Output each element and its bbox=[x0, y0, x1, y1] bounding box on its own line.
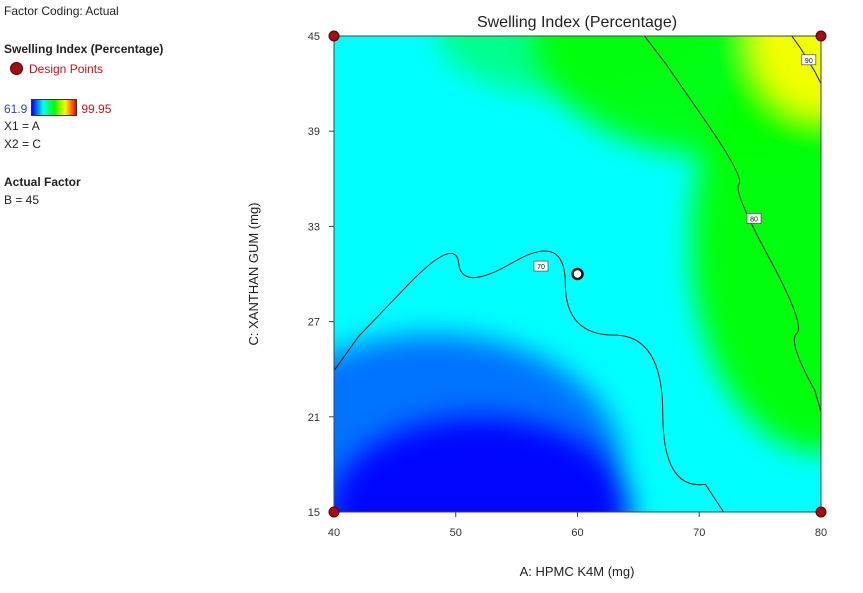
y-tick-label-21: 21 bbox=[308, 412, 320, 424]
y-tick-label-33: 33 bbox=[308, 221, 320, 233]
contour-line-90 bbox=[791, 36, 821, 84]
chart-title: Swelling Index (Percentage) bbox=[477, 14, 677, 31]
heat-low-halo bbox=[334, 334, 622, 512]
y-tick-label-27: 27 bbox=[308, 317, 320, 329]
color-scale: 61.9 99.95 bbox=[4, 99, 111, 116]
y-tick-label-39: 39 bbox=[308, 126, 320, 138]
color-scale-min: 61.9 bbox=[4, 102, 28, 116]
x-tick-label-60: 60 bbox=[571, 527, 583, 539]
contour-label-text-90: 90 bbox=[805, 58, 813, 65]
heat-high-fade bbox=[437, 36, 718, 96]
center-point bbox=[571, 267, 584, 281]
contour-label-text-80: 80 bbox=[750, 216, 758, 223]
y-axis-label: C: XANTHAN GUM (mg) bbox=[246, 203, 261, 346]
factor-coding-label: Factor Coding: Actual bbox=[4, 4, 119, 18]
y-tick-label-15: 15 bbox=[308, 507, 320, 519]
x-tick-label-50: 50 bbox=[450, 527, 462, 539]
x1-mapping: X1 = A bbox=[4, 119, 40, 133]
contour-line-70 bbox=[334, 250, 725, 512]
contour-line-80 bbox=[644, 36, 821, 413]
design-points-label: Design Points bbox=[29, 62, 104, 76]
design-point-1 bbox=[815, 506, 827, 518]
heat-high-right bbox=[691, 36, 821, 453]
contour-label-70: 70 bbox=[533, 260, 549, 272]
y-tick-label-45: 45 bbox=[308, 31, 320, 43]
design-point-icon bbox=[10, 62, 23, 75]
design-point-3 bbox=[815, 30, 827, 42]
x-axis-label: A: HPMC K4M (mg) bbox=[520, 564, 635, 579]
x2-mapping: X2 = C bbox=[4, 137, 42, 151]
x-tick-label-80: 80 bbox=[815, 527, 827, 539]
actual-factor-title: Actual Factor bbox=[4, 175, 81, 189]
design-points-legend: Design Points bbox=[4, 62, 103, 76]
contour-label-text-70: 70 bbox=[537, 264, 545, 271]
color-scale-max: 99.95 bbox=[81, 102, 112, 116]
contour-label-90: 90 bbox=[801, 54, 817, 66]
heatmap-surface bbox=[334, 36, 821, 512]
response-title: Swelling Index (Percentage) bbox=[4, 42, 164, 56]
design-point-0 bbox=[328, 506, 340, 518]
contour-lines: 70 80 90 bbox=[334, 36, 821, 512]
design-points bbox=[328, 30, 827, 518]
color-gradient-bar bbox=[31, 99, 78, 116]
axes: 40 50 60 70 80 15 21 27 33 39 45 bbox=[308, 31, 827, 539]
actual-factor-value: B = 45 bbox=[4, 193, 40, 207]
x-tick-label-70: 70 bbox=[693, 527, 705, 539]
design-point-2 bbox=[328, 30, 340, 42]
contour-label-80: 80 bbox=[746, 213, 762, 224]
x-tick-label-40: 40 bbox=[328, 527, 340, 539]
